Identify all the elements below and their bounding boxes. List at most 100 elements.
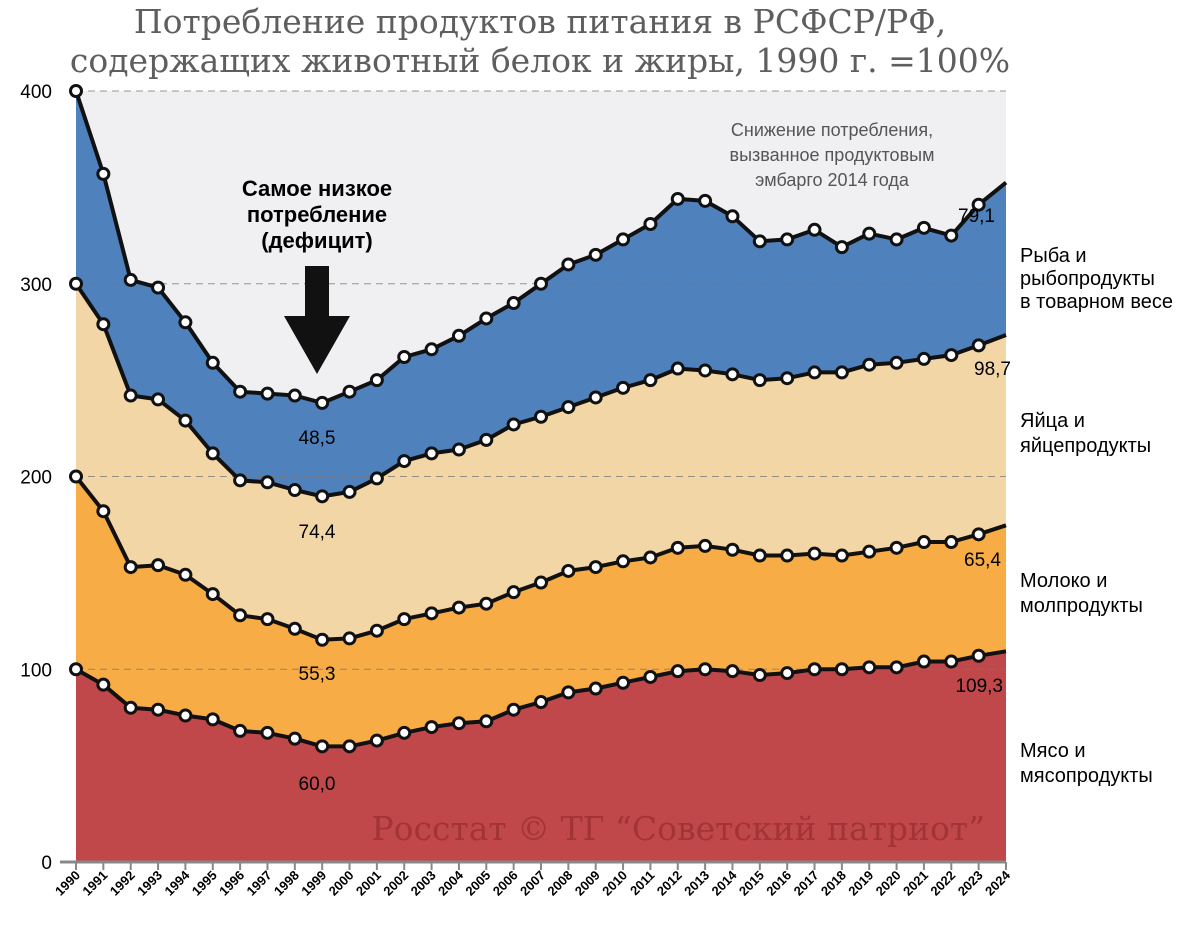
x-tick-label-1993: 1993	[134, 868, 165, 899]
data-point-0-2015	[752, 668, 767, 683]
data-point-1-2023	[971, 527, 986, 542]
data-point-0-2016	[780, 666, 795, 681]
data-point-3-2019	[862, 226, 877, 241]
down-arrow-icon	[284, 266, 350, 374]
data-point-0-2004	[451, 716, 466, 731]
data-point-2-2016	[780, 371, 795, 386]
data-point-2-2005	[479, 432, 494, 447]
data-point-0-2018	[834, 662, 849, 677]
data-point-1-2014	[725, 542, 740, 557]
data-point-3-2010	[616, 232, 631, 247]
data-point-1-2020	[889, 540, 904, 555]
data-point-3-1990	[69, 84, 83, 98]
x-tick-label-2010: 2010	[599, 868, 630, 899]
data-point-0-1997	[260, 725, 275, 740]
x-tick-label-2012: 2012	[654, 868, 685, 899]
data-point-3-2008	[561, 257, 576, 272]
data-point-2-1991	[96, 317, 111, 332]
x-tick-label-1991: 1991	[79, 868, 110, 899]
data-point-3-2014	[725, 209, 740, 224]
x-tick-label-2006: 2006	[490, 868, 521, 899]
legend-eggs-line-1: Яйца и	[1020, 410, 1085, 432]
data-point-3-1999	[315, 395, 330, 410]
data-point-0-1991	[96, 677, 111, 692]
data-point-2-2006	[506, 417, 521, 432]
x-tick-label-2017: 2017	[791, 868, 822, 899]
area-series-2	[76, 283, 1006, 640]
data-point-0-2002	[397, 725, 412, 740]
legend-eggs-line-2: яйцепродукты	[1020, 435, 1151, 457]
annotation-embargo-line-2: вызванное продуктовым	[730, 145, 935, 165]
data-point-3-2023	[971, 197, 986, 212]
legend-milk-line-1: Молоко и	[1020, 570, 1107, 592]
x-tick-label-2022: 2022	[927, 868, 958, 899]
legend-fish-line-3: в товарном весе	[1020, 291, 1173, 313]
y-tick-label-100: 100	[20, 660, 52, 681]
value-label-meat-1999: 60,0	[299, 774, 336, 795]
data-point-3-1992	[123, 272, 138, 287]
x-tick-label-1994: 1994	[161, 867, 193, 899]
data-point-0-1993	[151, 702, 166, 717]
data-point-2-1992	[123, 388, 138, 403]
data-point-2-2015	[752, 373, 767, 388]
data-point-0-1994	[178, 708, 193, 723]
areas-layer	[76, 91, 1006, 862]
data-point-2-1996	[233, 473, 248, 488]
data-point-1-1992	[123, 560, 138, 575]
x-tick-label-2009: 2009	[572, 868, 603, 899]
data-point-3-2021	[916, 220, 931, 235]
annotation-deficit-line-1: Самое низкое	[242, 176, 392, 201]
data-point-1-1990	[69, 469, 83, 484]
data-point-2-1999	[315, 489, 330, 504]
data-point-3-2022	[944, 228, 959, 243]
x-tick-label-1995: 1995	[189, 868, 220, 899]
data-point-3-2018	[834, 240, 849, 255]
legend-meat-line-1: Мясо и	[1020, 740, 1086, 762]
data-point-2-2021	[916, 351, 931, 366]
data-point-0-1995	[205, 712, 220, 727]
data-point-1-2007	[534, 575, 548, 590]
data-point-2-2012	[670, 361, 685, 376]
x-tick-label-2018: 2018	[818, 868, 849, 899]
x-tick-label-2014: 2014	[709, 867, 741, 899]
data-point-3-1993	[151, 280, 166, 295]
data-point-0-2020	[889, 660, 904, 675]
data-point-2-1993	[151, 392, 166, 407]
legend-milk-line-2: молпродукты	[1020, 595, 1143, 617]
data-point-2-2008	[561, 400, 576, 415]
legend-fish-line-1: Рыба и	[1020, 245, 1087, 267]
value-label-fish-2024: 79,1	[958, 206, 995, 227]
data-point-1-2016	[780, 548, 795, 563]
y-tick-label-300: 300	[20, 275, 52, 296]
x-tick-label-2005: 2005	[462, 868, 493, 899]
data-point-0-2023	[971, 648, 986, 663]
x-tick-label-1992: 1992	[107, 868, 138, 899]
data-point-3-2005	[479, 311, 494, 326]
data-point-1-2017	[807, 546, 822, 561]
data-point-3-2003	[424, 342, 439, 357]
data-point-0-2003	[424, 720, 439, 735]
data-point-1-1997	[260, 612, 275, 627]
x-tick-label-2020: 2020	[873, 868, 904, 899]
x-tick-label-2024: 2024	[982, 867, 1014, 899]
x-tick-label-2002: 2002	[380, 868, 411, 899]
data-point-1-2004	[451, 600, 466, 615]
data-point-3-2000	[342, 384, 357, 399]
data-point-1-1991	[96, 504, 111, 519]
data-point-0-2019	[862, 660, 877, 675]
x-tick-label-2019: 2019	[845, 868, 876, 899]
data-point-2-2009	[588, 390, 603, 405]
data-point-0-2000	[342, 739, 357, 754]
x-tick-label-2021: 2021	[900, 868, 931, 899]
data-point-1-2000	[342, 631, 357, 646]
data-point-2-2011	[643, 373, 658, 388]
data-point-1-2002	[397, 612, 412, 627]
annotation-deficit-line-3: (дефицит)	[261, 228, 372, 253]
data-point-1-2013	[698, 538, 713, 553]
data-point-1-1998	[287, 621, 302, 636]
data-point-2-2018	[834, 365, 849, 380]
data-point-3-1996	[233, 384, 248, 399]
data-point-2-2010	[616, 380, 631, 395]
data-point-0-2014	[725, 664, 740, 679]
